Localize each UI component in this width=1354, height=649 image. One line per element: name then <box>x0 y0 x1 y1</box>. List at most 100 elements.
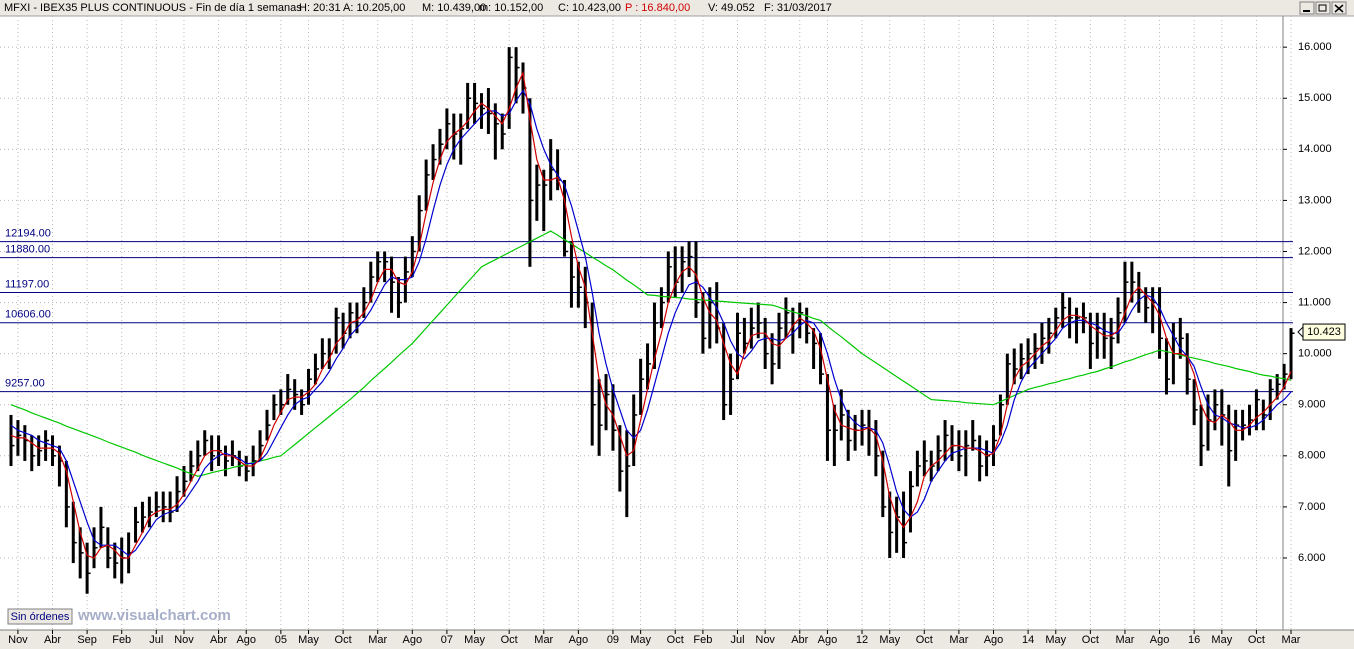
price-bar <box>832 404 836 467</box>
y-tick-label: 14.000 <box>1298 143 1332 155</box>
field: m: 10.152,00 <box>479 2 543 14</box>
price-bar <box>895 496 899 553</box>
y-tick-label: 6.000 <box>1298 552 1326 564</box>
x-tick-label: 05 <box>275 634 287 646</box>
x-tick-label: May <box>879 634 900 646</box>
price-bar <box>341 312 345 349</box>
x-tick-label: May <box>1211 634 1232 646</box>
price-bar <box>625 430 629 518</box>
price-bar <box>1109 317 1113 369</box>
x-tick-label: Abr <box>210 634 227 646</box>
price-bar <box>452 113 456 160</box>
x-tick-label: Ago <box>1150 634 1170 646</box>
price-bar <box>507 47 511 129</box>
price-bar <box>902 491 906 558</box>
y-tick-label: 13.000 <box>1298 194 1332 206</box>
reference-label: 9257.00 <box>5 378 45 390</box>
price-bar <box>1019 343 1023 380</box>
x-tick-label: Mar <box>1282 634 1301 646</box>
price-bar <box>618 425 622 492</box>
y-tick-label: 10.000 <box>1298 348 1332 360</box>
price-bar <box>1282 363 1286 390</box>
price-bar <box>175 476 179 513</box>
price-bar <box>57 445 61 487</box>
price-bar <box>445 108 449 150</box>
price-bar <box>1213 389 1217 431</box>
minimize-button[interactable] <box>1299 1 1315 15</box>
price-bar <box>230 440 234 467</box>
price-bar <box>950 425 954 461</box>
x-tick-label: Abr <box>791 634 808 646</box>
price-bar <box>1164 338 1168 395</box>
price-bar <box>1199 404 1203 467</box>
price-bar <box>791 307 795 354</box>
price-bar <box>604 374 608 431</box>
price-bar <box>417 195 421 252</box>
price-bar <box>438 128 442 165</box>
price-bar <box>1116 297 1120 344</box>
y-tick-label: 7.000 <box>1298 501 1326 513</box>
x-tick-label: 12 <box>856 634 868 646</box>
x-tick-label: Mar <box>949 634 968 646</box>
price-bar <box>71 501 75 564</box>
x-axis-band <box>0 630 1354 649</box>
price-bar <box>936 435 940 472</box>
price-bar <box>1047 317 1051 354</box>
price-bar <box>978 435 982 482</box>
x-tick-label: Nov <box>8 634 28 646</box>
price-bar <box>825 374 829 461</box>
price-bar <box>479 93 483 129</box>
price-bar <box>756 302 760 339</box>
price-bar <box>390 256 394 313</box>
price-bar <box>535 164 539 221</box>
moving-average <box>10 70 1292 559</box>
orders-button-label[interactable]: Sin órdenes <box>11 611 70 623</box>
x-tick-label: Oct <box>501 634 518 646</box>
price-bar <box>708 287 712 349</box>
price-bar <box>113 542 117 579</box>
x-tick-label: Feb <box>693 634 712 646</box>
x-tick-label: 07 <box>441 634 453 646</box>
price-bar <box>715 282 719 344</box>
price-bar <box>30 435 34 472</box>
x-tick-label: May <box>464 634 485 646</box>
price-bar <box>556 149 560 191</box>
price-bar <box>943 420 947 461</box>
price-bar <box>396 277 400 318</box>
orders-button[interactable] <box>7 608 73 625</box>
price-bar <box>1005 353 1009 405</box>
x-tick-label: May <box>298 634 319 646</box>
window-buttons[interactable] <box>1299 1 1347 15</box>
price-bar <box>1088 312 1092 369</box>
price-bar <box>597 379 601 456</box>
price-bar <box>279 389 283 415</box>
price-bar <box>1026 338 1030 375</box>
price-bar <box>154 491 158 518</box>
price-bar <box>563 179 567 257</box>
price-bar <box>908 471 912 533</box>
price-bar <box>410 236 414 278</box>
price-bar <box>763 317 767 369</box>
y-tick-label: 8.000 <box>1298 450 1326 462</box>
maximize-button[interactable] <box>1315 1 1331 15</box>
x-tick-label: Jul <box>730 634 744 646</box>
x-tick-label: Oct <box>667 634 684 646</box>
last-price-box <box>1302 323 1346 341</box>
price-bar <box>1151 287 1155 334</box>
price-bar <box>1123 261 1127 323</box>
price-bar <box>867 409 871 456</box>
x-tick-label: 16 <box>1188 634 1200 646</box>
price-bar <box>881 450 885 518</box>
price-bar <box>383 251 387 283</box>
price-bar <box>493 103 497 160</box>
moving-average <box>10 230 1292 477</box>
price-bar <box>210 435 214 472</box>
field: P : 16.840,00 <box>625 2 690 14</box>
price-bar <box>590 302 594 446</box>
x-tick-label: Ago <box>569 634 589 646</box>
price-bar <box>639 358 643 415</box>
price-bar <box>922 440 926 477</box>
field: H: 20:31 <box>299 2 341 14</box>
reference-label: 11880.00 <box>5 244 50 256</box>
price-bar <box>300 389 304 415</box>
